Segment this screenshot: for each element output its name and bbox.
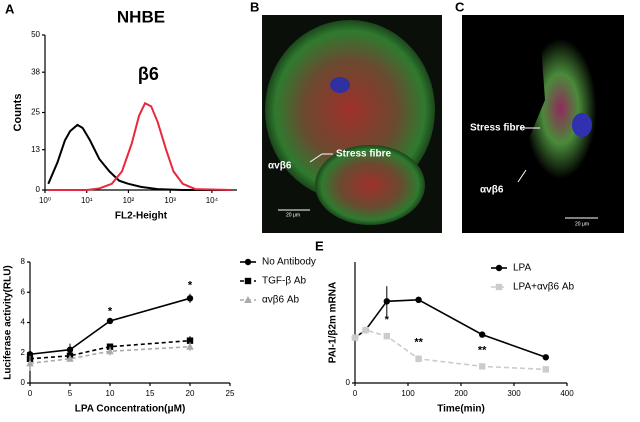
annotation: * [385,314,390,326]
y-tick-label: 25 [31,108,40,117]
marker [244,277,252,285]
series-line [29,297,191,356]
x-tick-label: 10¹ [81,196,93,205]
scale-label: 20 μm [286,212,300,218]
marker [415,355,422,362]
marker [479,363,486,370]
annotation: Stress fibre [336,149,391,160]
nucleus [330,77,350,93]
x-tick-label: 5 [68,389,73,398]
legend-label: No Antibody [262,257,316,268]
y-tick-label: 0 [21,378,26,387]
marker [542,366,549,373]
marker [66,354,74,362]
marker [479,331,486,338]
y-tick-label: 6 [21,287,26,296]
marker [383,332,390,340]
y-axis-title: PAI-1/β2m mRNA [328,282,339,364]
marker [542,354,549,361]
x-tick-label: 400 [560,389,574,398]
x-tick-label: 100 [401,389,415,398]
legend-label: LPA+αvβ6 Ab [513,282,575,293]
y-tick-label: 2 [21,348,26,357]
marker [351,334,359,341]
x-axis-title: LPA Concentration(μM) [75,404,186,415]
panel-letter: B [250,0,259,14]
annotation: * [108,305,113,317]
marker [66,346,74,353]
legend-label: TGF-β Ab [262,276,307,287]
y-axis-title: Luciferase activity(RLU) [3,265,14,379]
marker [26,359,34,367]
x-tick-label: 10³ [164,196,176,205]
y-tick-label: 4 [21,318,26,327]
x-tick-label: 10⁰ [39,196,51,205]
series-line [29,339,191,360]
legend-label: LPA [513,263,531,274]
x-axis-title: Time(min) [437,404,485,415]
y-tick-label: 13 [31,145,40,154]
x-tick-label: 0 [28,389,33,398]
y-tick-label: 0 [36,185,41,194]
arrow [309,153,323,163]
x-tick-label: 300 [507,389,521,398]
x-tick-label: 25 [226,389,235,398]
y-axis-title: Counts [12,94,24,132]
series-line [48,101,232,191]
annotation: * [188,280,193,292]
series-line [354,299,547,359]
x-tick-label: 0 [353,389,358,398]
y-tick-label: 38 [31,67,40,76]
annotation: β6 [138,64,159,84]
legend-label: αvβ6 Ab [262,295,300,306]
marker [244,258,252,266]
cell [520,30,610,205]
chart-title: NHBE [117,7,165,26]
panel-letter: E [315,238,324,253]
x-tick-label: 10 [106,389,115,398]
x-tick-label: 200 [454,389,468,398]
x-tick-label: 20 [186,389,195,398]
annotation: ** [478,344,487,356]
x-tick-label: 10² [123,196,135,205]
annotation: Stress fibre [470,123,525,134]
series-line [29,345,191,365]
annotation: αvβ6 [268,161,292,172]
x-tick-label: 10⁴ [206,196,219,205]
marker [106,347,114,355]
marker [186,337,194,344]
series-line [47,123,232,191]
arrow [517,169,527,183]
cell [315,145,425,225]
panel-letter: C [455,0,465,14]
y-tick-label: 50 [31,30,40,39]
panel-letter: A [5,1,15,16]
marker [362,326,369,334]
marker [244,296,252,303]
nucleus [572,113,592,137]
marker [495,283,503,291]
marker [106,317,114,325]
marker [186,342,194,350]
marker [383,298,390,305]
scale-label: 20 μm [575,221,589,227]
annotation: αvβ6 [480,185,504,196]
y-tick-label: 8 [21,257,26,266]
marker [495,264,503,272]
marker [415,296,422,304]
y-tick-label: 0 [346,378,351,387]
x-tick-label: 15 [146,389,155,398]
marker [186,295,194,302]
x-axis-title: FL2-Height [115,211,168,222]
annotation: ** [414,337,423,349]
